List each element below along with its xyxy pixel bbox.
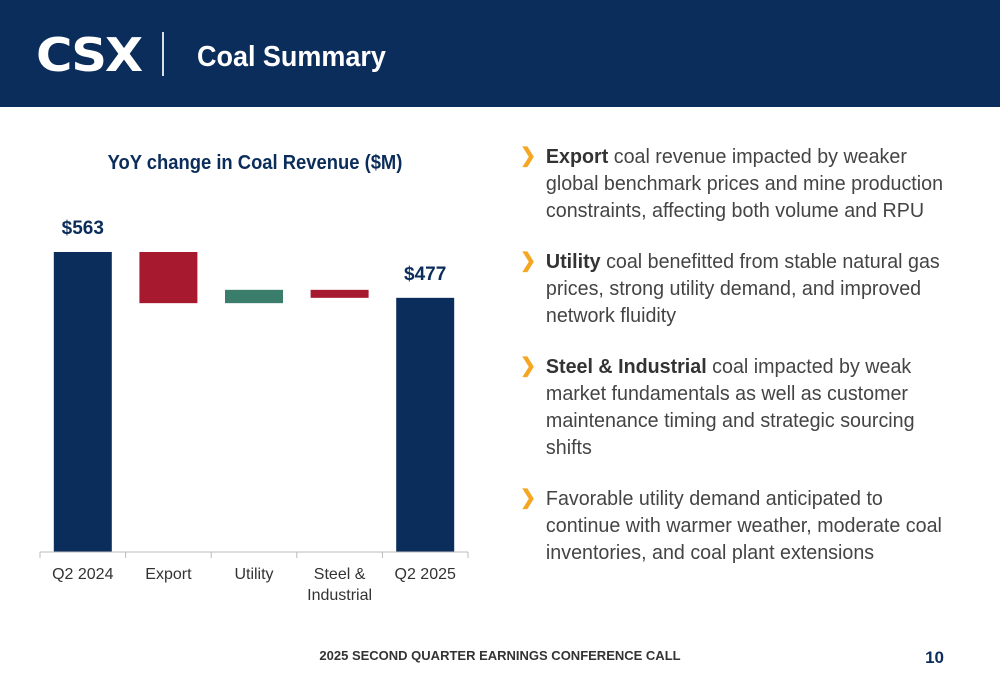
bullet-outlook: ❯ Favorable utility demand anticipated t… bbox=[520, 485, 952, 566]
chart-title: YoY change in Coal Revenue ($M) bbox=[107, 152, 403, 174]
chart-bar bbox=[139, 252, 198, 304]
x-tick-label: Q2 2024 bbox=[52, 566, 113, 583]
chevron-right-icon: ❯ bbox=[520, 250, 537, 272]
chart-bar bbox=[310, 289, 369, 298]
x-tick-label: Export bbox=[145, 566, 192, 583]
bullet-text: coal revenue impacted by weaker global b… bbox=[545, 145, 944, 222]
bullet-bold: Export bbox=[545, 145, 609, 168]
x-tick-label: Industrial bbox=[307, 587, 372, 604]
csx-logo: CSX bbox=[36, 28, 143, 82]
header-bar: CSX Coal Summary bbox=[0, 0, 1000, 107]
page-title: Coal Summary bbox=[197, 41, 386, 73]
header-divider bbox=[162, 32, 164, 76]
waterfall-chart: $563 Q2 2024 Export Utility Steel & Industria… bbox=[39, 218, 469, 604]
data-label: $563 bbox=[62, 218, 104, 239]
bullet-list: ❯ Export coal revenue impacted by weaker… bbox=[520, 143, 970, 590]
bullet-steel-industrial: ❯ Steel & Industrial coal impacted by we… bbox=[520, 353, 952, 461]
chart-bar bbox=[53, 252, 112, 552]
bullet-bold: Steel & Industrial bbox=[545, 355, 707, 378]
bullet-text: coal impacted by weak market fundamental… bbox=[545, 355, 915, 459]
bullet-text: Favorable utility demand anticipated to … bbox=[545, 487, 942, 564]
footer-text: 2025 SECOND QUARTER EARNINGS CONFERENCE … bbox=[319, 648, 681, 663]
page-number: 10 bbox=[925, 648, 944, 667]
chevron-right-icon: ❯ bbox=[520, 145, 537, 167]
bullet-export: ❯ Export coal revenue impacted by weaker… bbox=[520, 143, 952, 224]
chart-bar bbox=[225, 289, 283, 304]
bullet-bold: Utility bbox=[545, 250, 601, 273]
chevron-right-icon: ❯ bbox=[520, 487, 537, 509]
chevron-right-icon: ❯ bbox=[520, 355, 537, 377]
data-label: $477 bbox=[404, 264, 446, 285]
x-tick-label: Utility bbox=[234, 566, 273, 583]
x-tick-label: Steel & bbox=[314, 566, 366, 583]
bullet-text: coal benefitted from stable natural gas … bbox=[545, 250, 940, 327]
chart-bar bbox=[396, 297, 455, 552]
x-tick-label: Q2 2025 bbox=[395, 566, 456, 583]
bullet-utility: ❯ Utility coal benefitted from stable na… bbox=[520, 248, 952, 329]
